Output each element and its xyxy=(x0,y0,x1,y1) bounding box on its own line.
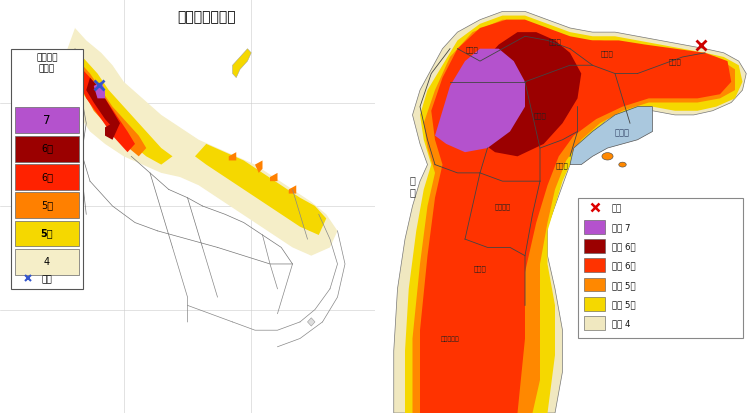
Polygon shape xyxy=(94,83,105,99)
FancyBboxPatch shape xyxy=(578,198,742,339)
Polygon shape xyxy=(68,29,338,256)
Polygon shape xyxy=(619,163,626,168)
Text: 七尾湾: 七尾湾 xyxy=(615,128,630,137)
Text: 穴水町: 穴水町 xyxy=(548,38,561,45)
Polygon shape xyxy=(229,153,236,161)
Text: 七尾市: 七尾市 xyxy=(556,162,568,169)
Polygon shape xyxy=(270,173,278,182)
Polygon shape xyxy=(289,186,296,194)
Text: 震央: 震央 xyxy=(612,203,622,212)
Polygon shape xyxy=(308,318,315,326)
Text: 推計震度
分布図: 推計震度 分布図 xyxy=(36,54,58,73)
Polygon shape xyxy=(458,33,581,157)
Text: 中能登町: 中能登町 xyxy=(494,203,511,210)
Polygon shape xyxy=(435,50,525,153)
Text: 7: 7 xyxy=(43,113,51,126)
Text: 4: 4 xyxy=(44,256,50,266)
Text: 震度 6強: 震度 6強 xyxy=(612,242,635,251)
Bar xyxy=(15,221,79,247)
Text: 能登町: 能登町 xyxy=(602,50,613,57)
Text: 石
川: 石 川 xyxy=(410,175,416,197)
Bar xyxy=(15,136,79,162)
Bar xyxy=(584,278,604,292)
Text: 震度 4: 震度 4 xyxy=(612,319,630,328)
Bar xyxy=(584,240,604,253)
Bar xyxy=(15,165,79,190)
Polygon shape xyxy=(232,50,251,78)
Polygon shape xyxy=(602,153,613,161)
FancyBboxPatch shape xyxy=(11,50,82,289)
Text: 珠洲市: 珠洲市 xyxy=(669,59,681,65)
Polygon shape xyxy=(79,70,135,153)
Text: 6強: 6強 xyxy=(40,143,53,153)
Bar xyxy=(584,259,604,273)
Text: 輪島市: 輪島市 xyxy=(466,46,478,53)
Text: 震度 5弱: 震度 5弱 xyxy=(612,299,635,309)
Polygon shape xyxy=(195,145,326,235)
Text: 震度 6弱: 震度 6弱 xyxy=(612,261,635,270)
Polygon shape xyxy=(413,21,735,413)
Polygon shape xyxy=(420,21,731,413)
Text: 5弱: 5弱 xyxy=(40,228,53,238)
Bar xyxy=(15,193,79,218)
Text: 5強: 5強 xyxy=(40,199,53,209)
Text: 震央: 震央 xyxy=(41,274,52,283)
Text: 富 山 湾: 富 山 湾 xyxy=(634,305,656,314)
Text: 志賀町: 志賀町 xyxy=(534,112,546,119)
Polygon shape xyxy=(86,78,120,132)
Text: 宝達志水町: 宝達志水町 xyxy=(441,336,459,342)
Bar xyxy=(584,220,604,234)
Polygon shape xyxy=(255,161,262,173)
Text: 震度 7: 震度 7 xyxy=(612,223,630,232)
Polygon shape xyxy=(394,12,746,413)
Bar xyxy=(584,297,604,311)
Text: 6弱: 6弱 xyxy=(40,171,53,181)
Polygon shape xyxy=(75,62,146,157)
Bar xyxy=(15,249,79,275)
Polygon shape xyxy=(71,50,172,165)
Polygon shape xyxy=(405,17,742,413)
Polygon shape xyxy=(570,107,652,165)
Bar xyxy=(584,316,604,330)
Polygon shape xyxy=(105,124,116,140)
Text: 震度 5強: 震度 5強 xyxy=(612,280,635,289)
Bar xyxy=(15,108,79,134)
Text: 推計震度分布図: 推計震度分布図 xyxy=(177,10,236,24)
Text: 川北市: 川北市 xyxy=(474,265,486,272)
